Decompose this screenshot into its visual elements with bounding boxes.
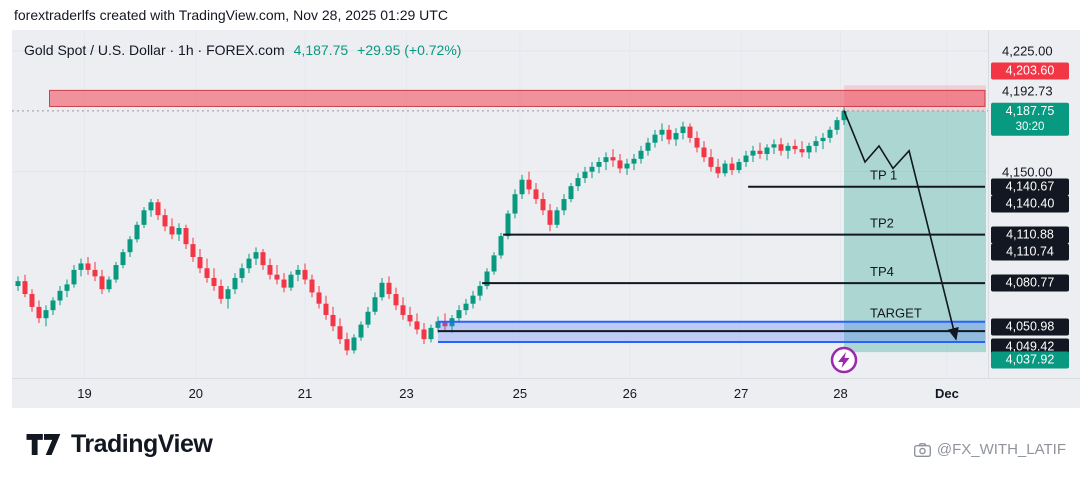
time-axis[interactable]: 19 20 21 23 25 26 27 28 Dec [12, 378, 1080, 409]
projection-arrow[interactable] [843, 110, 959, 341]
price-badge: 4,049.42 [991, 338, 1069, 356]
price-badge: 4,203.60 [991, 62, 1069, 80]
time-tick: 28 [833, 386, 848, 401]
price-badge: 4,140.40 [991, 195, 1069, 213]
tradingview-logo-icon [26, 434, 61, 455]
level-label: TARGET [870, 306, 922, 321]
time-tick: 26 [622, 386, 638, 401]
chart-plot-area[interactable]: TP 1 TP2 TP4 TARGET Gold Spot / U.S. Dollar… [12, 30, 988, 378]
price-change: +29.95 (+0.72%) [357, 42, 462, 58]
level-label: TP 1 [870, 168, 897, 183]
price-badge: 4,110.74 [991, 243, 1069, 261]
tradingview-logo[interactable]: TradingView [26, 430, 213, 459]
last-price: 4,187.75 [293, 42, 349, 58]
current-price-badge: 4,187.75 30:20 [991, 102, 1069, 136]
chart-panel: TP 1 TP2 TP4 TARGET Gold Spot / U.S. Dollar… [12, 30, 1080, 408]
tradingview-logo-text: TradingView [71, 430, 213, 458]
time-tick: 27 [733, 386, 749, 401]
price-axis[interactable]: 4,225.00 4,203.60 4,192.73 4,187.75 30:20 4,1… [988, 30, 1080, 378]
short-profit-zone[interactable] [844, 110, 986, 353]
price-label: 4,192.73 [1002, 83, 1053, 99]
time-tick: 21 [297, 386, 313, 401]
price-badge: 4,037.92 [991, 351, 1069, 369]
watermark-text: @FX_WITH_LATIF [936, 441, 1066, 458]
level-label: TP4 [870, 264, 894, 279]
candlestick-chart[interactable]: TP 1 TP2 TP4 TARGET [12, 30, 988, 378]
candles [15, 107, 847, 356]
price-label: 4,225.00 [1002, 43, 1053, 59]
time-tick: 23 [399, 386, 414, 401]
attribution-bar: forextraderlfs created with TradingView.… [14, 0, 448, 30]
time-tick: 20 [188, 386, 204, 401]
price-badge: 4,110.88 [991, 226, 1069, 244]
camera-icon [913, 442, 931, 457]
price-label: 4,150.00 [1002, 164, 1053, 180]
price-badge: 4,050.98 [991, 318, 1069, 336]
time-tick: 25 [512, 386, 528, 401]
attribution-text: forextraderlfs created with TradingView.… [14, 7, 448, 23]
time-tick: 19 [77, 386, 92, 401]
level-label: TP2 [870, 216, 894, 231]
symbol-title[interactable]: Gold Spot / U.S. Dollar · 1h · FOREX.com [24, 42, 285, 58]
supply-zone[interactable] [49, 89, 986, 107]
watermark: @FX_WITH_LATIF [913, 441, 1066, 458]
chart-header: Gold Spot / U.S. Dollar · 1h · FOREX.com… [24, 42, 461, 58]
price-badge: 4,140.67 [991, 178, 1069, 196]
lightning-bolt-icon [838, 352, 850, 369]
time-tick: Dec [934, 386, 959, 401]
price-badge: 4,080.77 [991, 274, 1069, 292]
